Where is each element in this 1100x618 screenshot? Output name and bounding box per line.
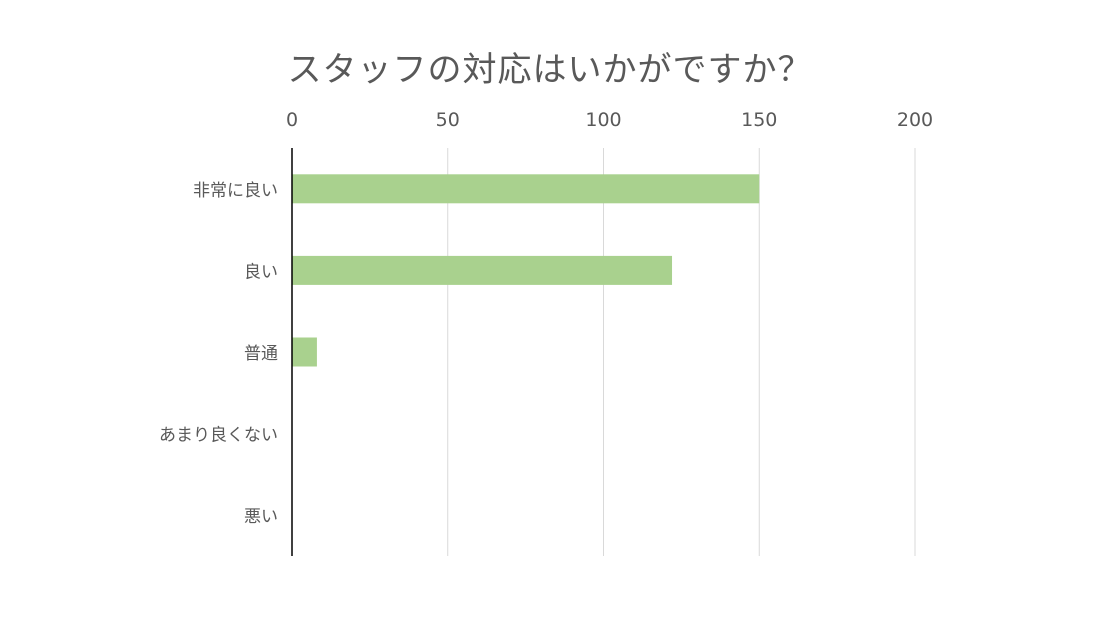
chart-title: スタッフの対応はいかがですか？ — [287, 50, 813, 90]
category-label: あまり良くない — [159, 426, 278, 446]
category-label: 良い — [244, 262, 278, 282]
category-label: 悪い — [244, 507, 278, 527]
category-label: 普通 — [244, 344, 278, 364]
category-label: 非常に良い — [193, 181, 278, 201]
bar — [292, 337, 317, 367]
bar — [292, 174, 760, 204]
x-tick-label: 150 — [741, 109, 777, 131]
x-tick-label: 50 — [436, 109, 460, 131]
bar — [292, 255, 673, 285]
x-tick-label: 100 — [585, 109, 621, 131]
x-tick-label: 200 — [897, 109, 933, 131]
x-tick-label: 0 — [286, 109, 298, 131]
